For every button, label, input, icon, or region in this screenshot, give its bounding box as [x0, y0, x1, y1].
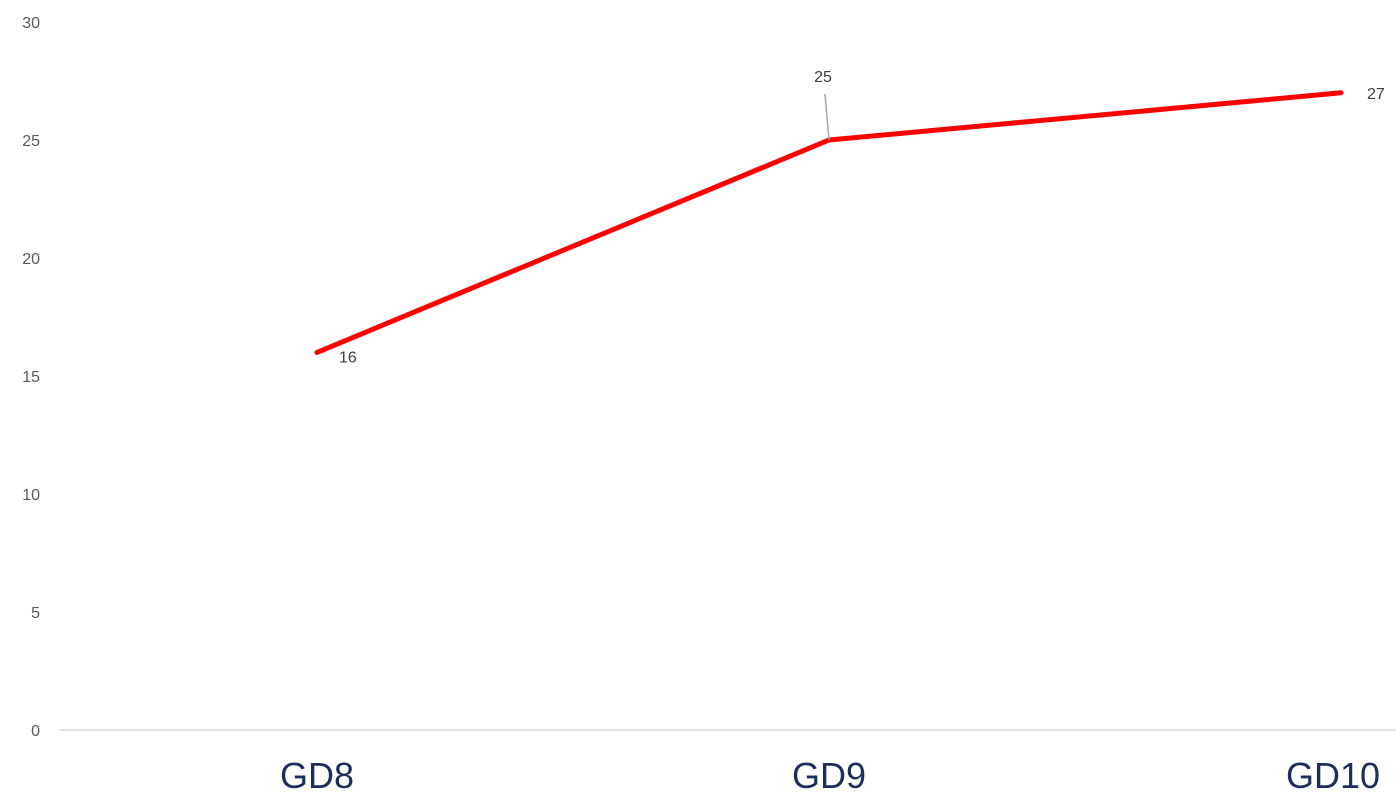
data-labels: 16 25 27: [339, 69, 1385, 366]
x-tick-label: GD9: [792, 755, 866, 795]
x-tick-label: GD8: [280, 755, 354, 795]
data-label: 25: [814, 69, 832, 86]
y-tick-label: 10: [22, 487, 40, 504]
y-tick-label: 30: [22, 15, 40, 32]
y-tick-label: 0: [31, 723, 40, 740]
x-tick-label: GD10: [1286, 755, 1380, 795]
y-tick-label: 5: [31, 605, 40, 622]
y-tick-label: 25: [22, 133, 40, 150]
x-axis-ticks: GD8 GD9 GD10: [280, 755, 1380, 796]
data-label: 16: [339, 349, 357, 366]
y-axis-ticks: 0 5 10 15 20 25 30: [22, 15, 40, 740]
data-label: 27: [1367, 86, 1385, 103]
y-tick-label: 20: [22, 251, 40, 268]
y-tick-label: 15: [22, 369, 40, 386]
data-label-leader-line: [824, 93, 830, 141]
